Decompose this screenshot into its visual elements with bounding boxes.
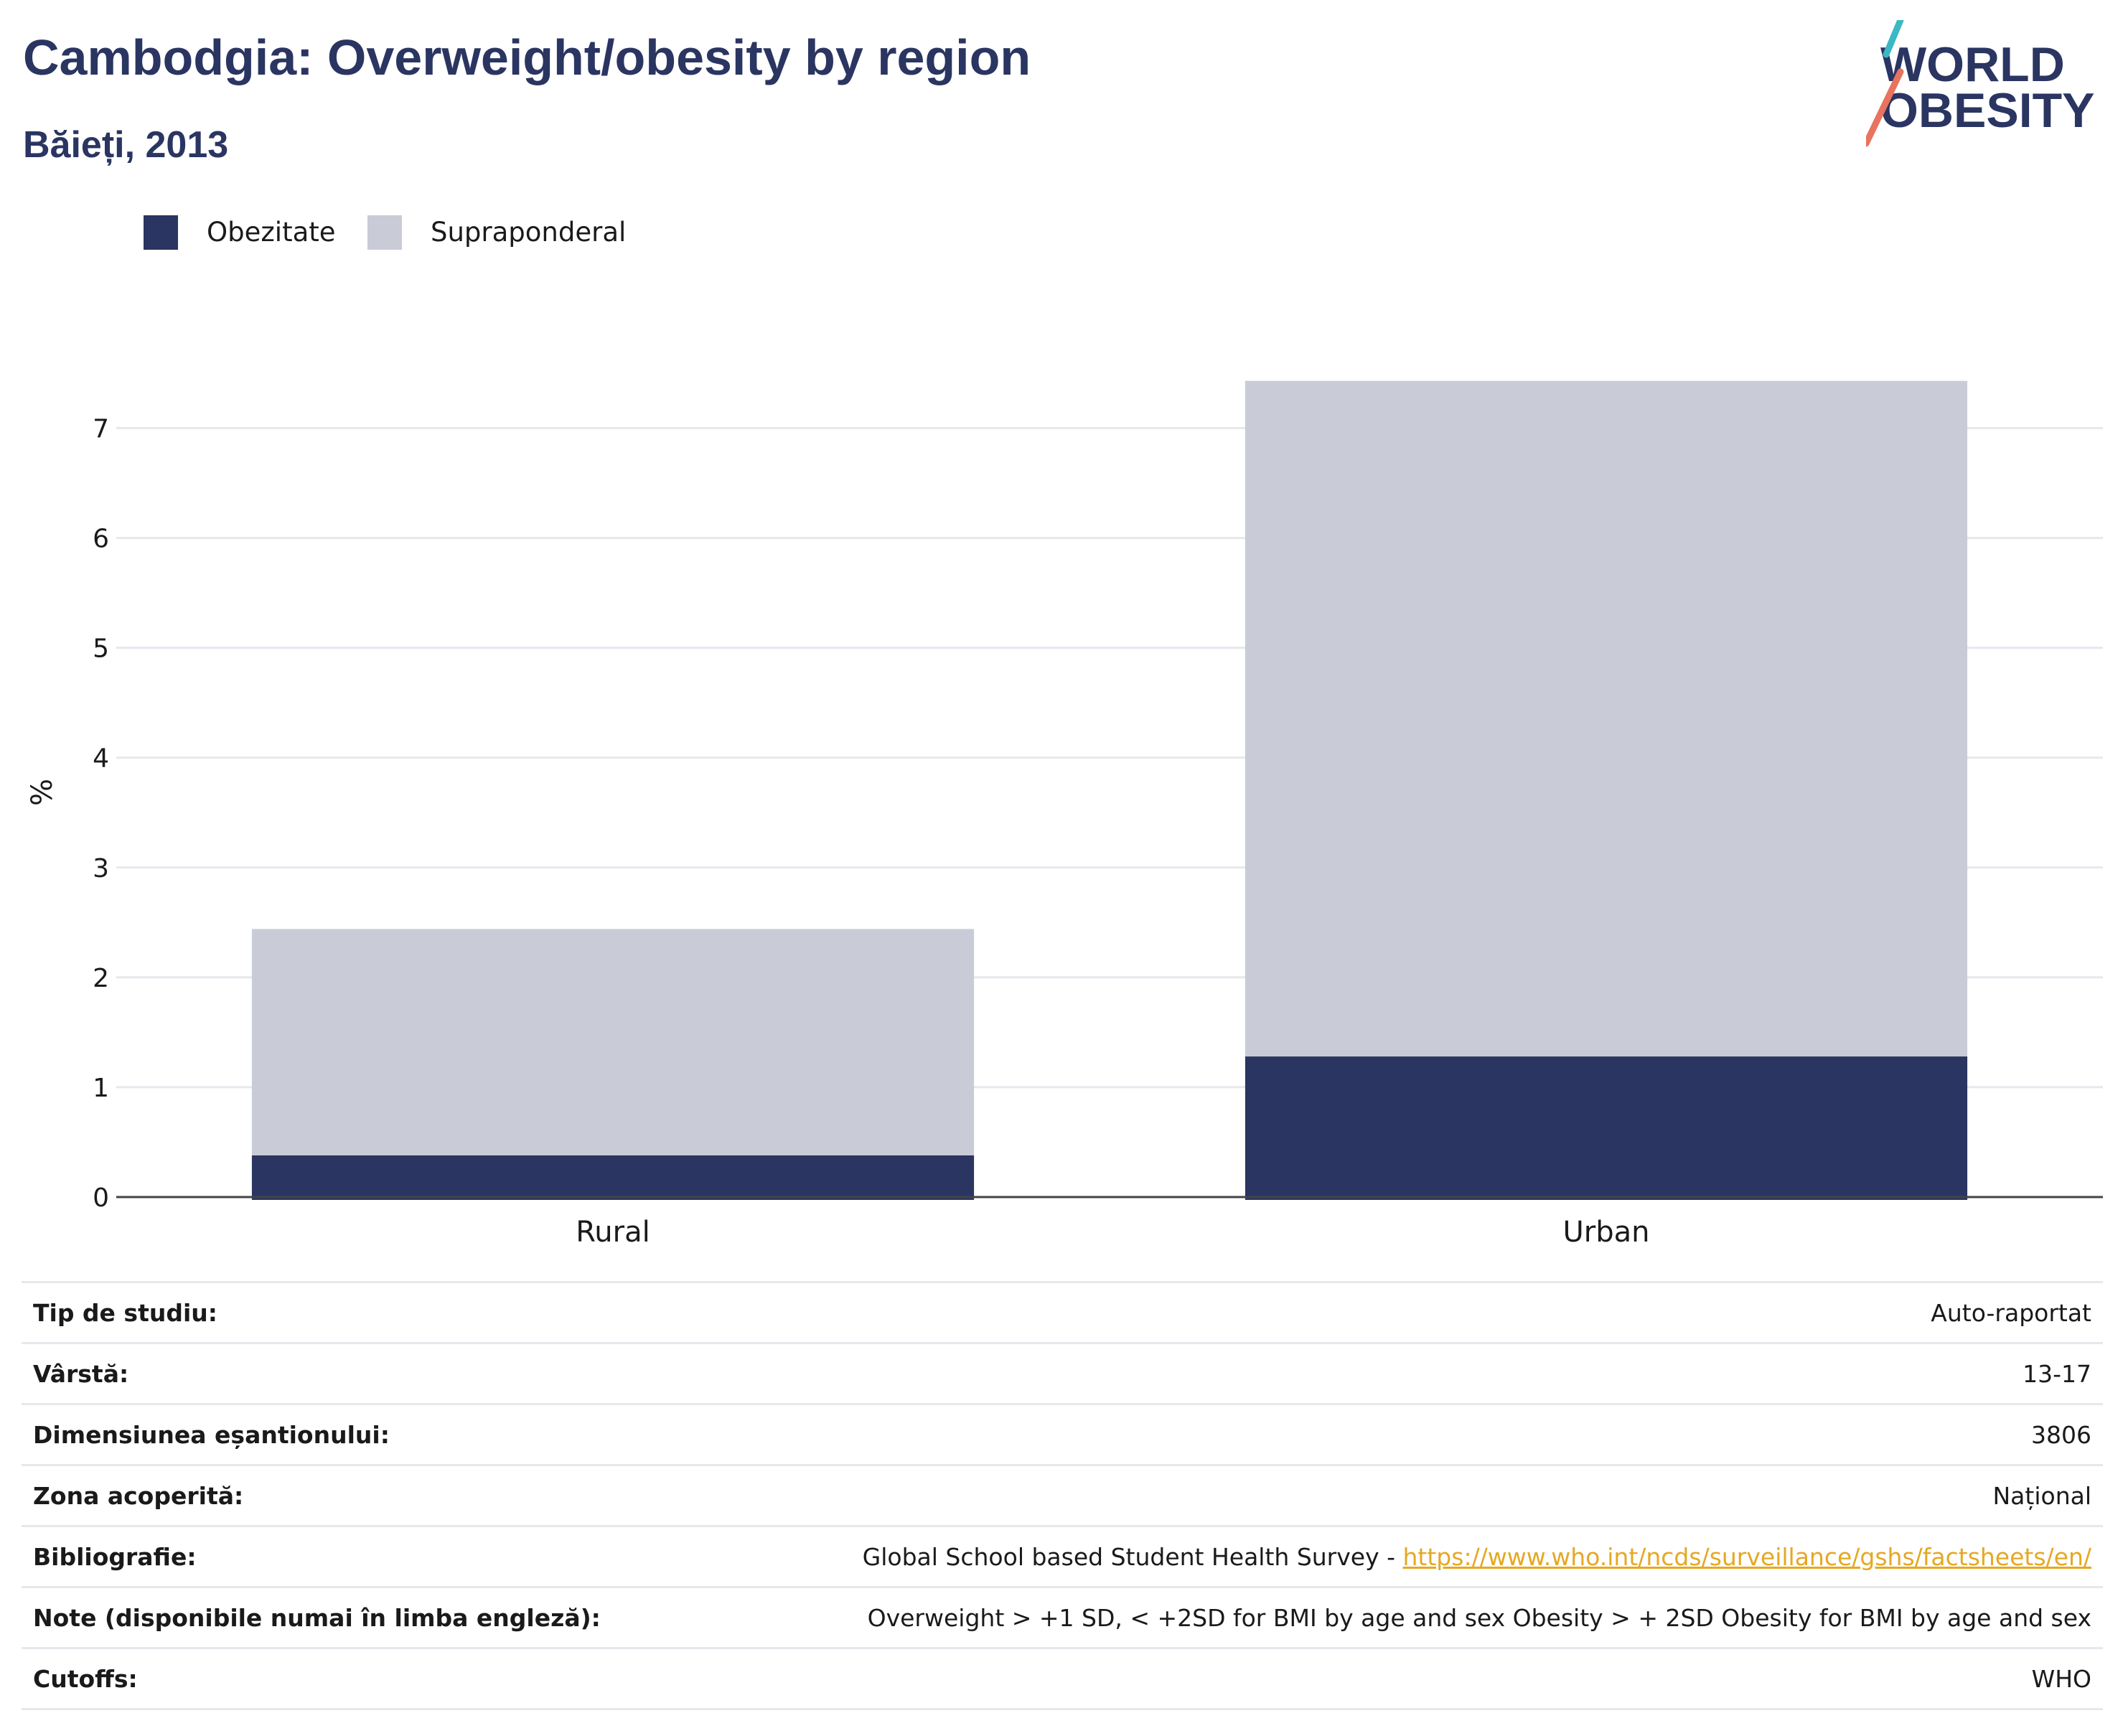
y-tick-label: 4 [93, 744, 109, 774]
logo-slash-icon [1866, 20, 1904, 147]
info-value: WHO [688, 1647, 2103, 1710]
bibliography-text: Global School based Student Health Surve… [862, 1542, 1403, 1571]
info-value: Global School based Student Health Surve… [688, 1525, 2103, 1588]
logo-word-world: WORLD [1880, 37, 2065, 92]
chart-title: Cambodgia: Overweight/obesity by region [23, 29, 1031, 85]
info-label: Tip de studiu: [22, 1281, 689, 1344]
logo-word-obesity: OBESITY [1880, 83, 2095, 138]
info-row-sample-size: Dimensiunea eșantionului: 3806 [22, 1403, 2103, 1466]
info-value: Auto-raportat [688, 1281, 2103, 1344]
legend-label-overweight: Supraponderal [431, 217, 627, 248]
info-value: 3806 [688, 1403, 2103, 1466]
info-row-bibliography: Bibliografie: Global School based Studen… [22, 1525, 2103, 1588]
y-tick-label: 1 [93, 1074, 109, 1103]
bibliography-link[interactable]: https://www.who.int/ncds/surveillance/gs… [1402, 1542, 2091, 1571]
chart-subtitle: Băieți, 2013 [23, 124, 229, 166]
x-tick-label: Urban [1563, 1216, 1650, 1249]
stacked-bar-chart: 0 1 2 3 4 5 6 7% Rural Urban [26, 380, 2103, 1249]
legend-swatch-obesity [144, 215, 178, 250]
info-label: Zona acoperită: [22, 1464, 689, 1527]
info-row-cutoffs: Cutoffs: WHO [22, 1647, 2103, 1710]
bar-obezitate-urban [1245, 1056, 1968, 1200]
y-tick-label: 6 [93, 525, 109, 554]
info-row-study-type: Tip de studiu: Auto-raportat [22, 1281, 2103, 1344]
info-row-age: Vârstă: 13-17 [22, 1342, 2103, 1405]
info-label: Dimensiunea eșantionului: [22, 1403, 689, 1466]
y-tick-label: 5 [93, 634, 109, 664]
info-label: Note (disponibile numai în limba engleză… [22, 1586, 689, 1649]
info-label: Vârstă: [22, 1342, 689, 1405]
bar-supraponderal-urban [1245, 380, 1968, 1057]
y-tick-label: 7 [93, 415, 109, 444]
info-value: 13-17 [688, 1342, 2103, 1405]
legend-swatch-overweight [367, 215, 402, 250]
info-value: Overweight > +1 SD, < +2SD for BMI by ag… [688, 1586, 2103, 1649]
y-tick-label: 3 [93, 854, 109, 883]
info-row-area-covered: Zona acoperită: Național [22, 1464, 2103, 1527]
study-info-table: Tip de studiu: Auto-raportat Vârstă: 13-… [22, 1281, 2103, 1710]
world-obesity-logo: WORLD OBESITY [1866, 20, 2110, 156]
info-label: Bibliografie: [22, 1525, 689, 1588]
y-axis-title: % [26, 779, 59, 806]
y-tick-label: 0 [93, 1183, 109, 1213]
info-value: Național [688, 1464, 2103, 1527]
legend-label-obesity: Obezitate [207, 217, 336, 248]
bar-obezitate-rural [251, 1155, 975, 1200]
y-tick-label: 2 [93, 964, 109, 993]
info-label: Cutoffs: [22, 1647, 689, 1710]
x-tick-label: Rural [576, 1216, 650, 1249]
bar-supraponderal-rural [251, 929, 975, 1155]
info-row-notes: Note (disponibile numai în limba engleză… [22, 1586, 2103, 1649]
